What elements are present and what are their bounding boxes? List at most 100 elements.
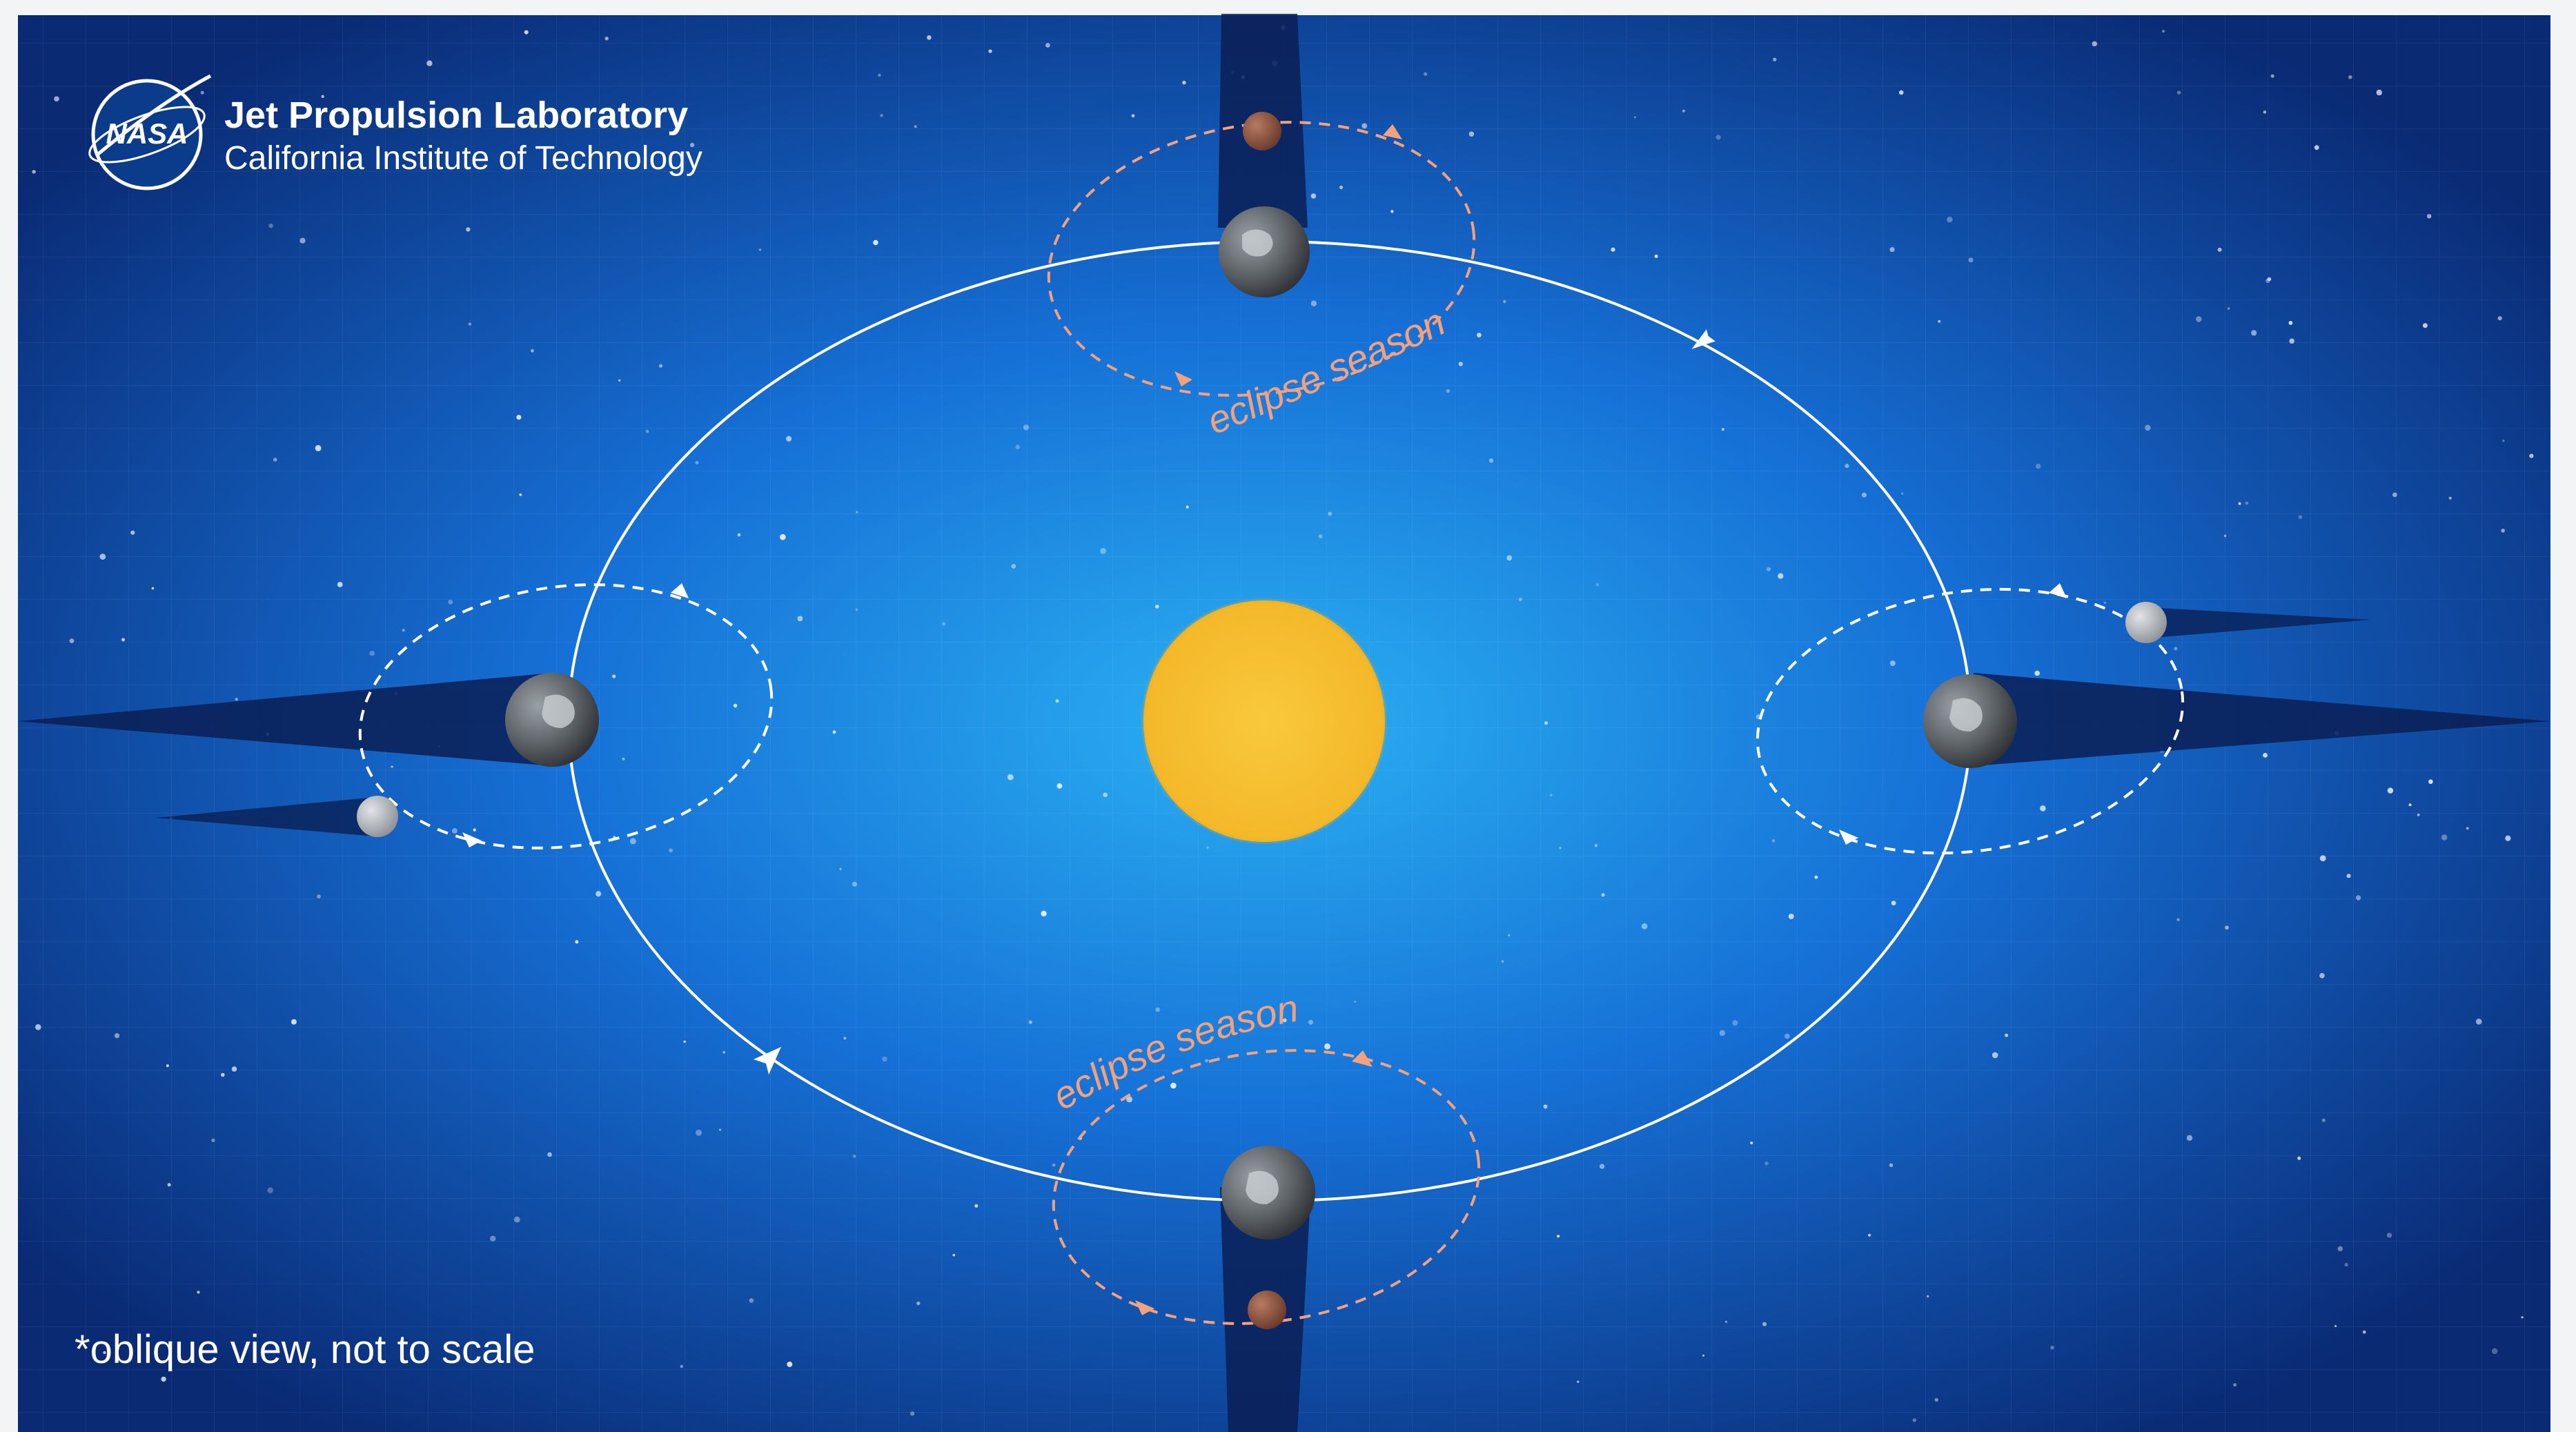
star [2355, 895, 2361, 901]
star [1023, 424, 1030, 431]
star [927, 35, 932, 40]
star [2196, 316, 2202, 322]
star [1328, 511, 1333, 516]
star [1926, 1295, 1929, 1298]
star [787, 1361, 793, 1367]
star [1477, 333, 1482, 337]
lunar-orbit-top [1047, 121, 1476, 397]
star [2263, 110, 2267, 114]
orbit-arrow-icon [2049, 583, 2067, 598]
star [268, 224, 273, 228]
star [1011, 564, 1016, 569]
star [832, 730, 836, 734]
star [1732, 1020, 1738, 1026]
star [914, 125, 917, 128]
star [952, 1253, 956, 1257]
star [2521, 1316, 2524, 1319]
star [2348, 75, 2352, 79]
star [737, 533, 741, 537]
star [1056, 783, 1063, 789]
star [69, 638, 75, 643]
star [2475, 1019, 2482, 1025]
star [2497, 316, 2502, 321]
star [2176, 90, 2181, 95]
star [2501, 529, 2505, 533]
star [1912, 1418, 1916, 1422]
star [1682, 109, 1685, 112]
star [1721, 428, 1724, 431]
star [2408, 803, 2412, 807]
star [1041, 910, 1047, 917]
star [629, 838, 636, 845]
star [103, 1351, 106, 1355]
star [337, 582, 343, 587]
star [2176, 918, 2180, 921]
star [1577, 1380, 1580, 1383]
star [2103, 601, 2106, 604]
star [2092, 41, 2098, 47]
star [2505, 835, 2511, 841]
star [758, 248, 762, 251]
star [612, 674, 616, 678]
star [2427, 214, 2432, 219]
star [1518, 598, 1522, 601]
star [2270, 74, 2274, 78]
star [2529, 453, 2534, 458]
star [1503, 300, 1506, 304]
star [2162, 30, 2165, 33]
star [880, 114, 883, 117]
star [1468, 131, 1475, 137]
star [473, 828, 476, 832]
star [1889, 660, 1896, 667]
star [2225, 925, 2229, 930]
star [1543, 1104, 1548, 1109]
star [2319, 972, 2325, 979]
star [2321, 1118, 2326, 1122]
star [1750, 1141, 1753, 1145]
star [1424, 72, 1428, 76]
star [1353, 1000, 1357, 1003]
star [2428, 779, 2433, 784]
star [2387, 787, 2394, 794]
orbit-arrow-icon [754, 1047, 781, 1075]
star [166, 1064, 169, 1068]
star [466, 227, 471, 232]
star [1557, 1235, 1560, 1238]
star [2186, 1135, 2193, 1141]
earth-icon [505, 673, 599, 767]
star [2346, 874, 2351, 879]
orbit-arrow-icons [754, 329, 1715, 1075]
star [749, 1298, 754, 1303]
star [916, 1301, 921, 1306]
star [299, 237, 306, 244]
star [2238, 502, 2241, 505]
star [32, 170, 36, 174]
star [1015, 444, 1020, 449]
star [2297, 1156, 2301, 1160]
star [273, 458, 277, 462]
earth-icon [1219, 206, 1310, 297]
star [1889, 1163, 1894, 1168]
moon-icon [2125, 602, 2167, 643]
star [2005, 1033, 2009, 1037]
moon-icon [357, 796, 398, 837]
star [35, 1024, 41, 1030]
star [852, 881, 858, 887]
star [1868, 1233, 1871, 1237]
moons [357, 112, 2167, 1329]
lunar-orbit-bottom [1052, 1049, 1481, 1325]
star [1814, 875, 1818, 879]
orbit-arrow-icon [1383, 124, 1402, 139]
star [315, 444, 322, 451]
star [2034, 670, 2040, 676]
star [2223, 534, 2227, 538]
orbit-arrow-icon [1839, 830, 1858, 845]
earth-shadow-right [1974, 673, 2550, 766]
lunar-orbit-right [1756, 587, 2185, 855]
star [2422, 323, 2428, 328]
nasa-logo-icon: NASA [88, 74, 212, 190]
star [618, 379, 621, 382]
star [1028, 1020, 1032, 1024]
star [1891, 901, 1896, 905]
